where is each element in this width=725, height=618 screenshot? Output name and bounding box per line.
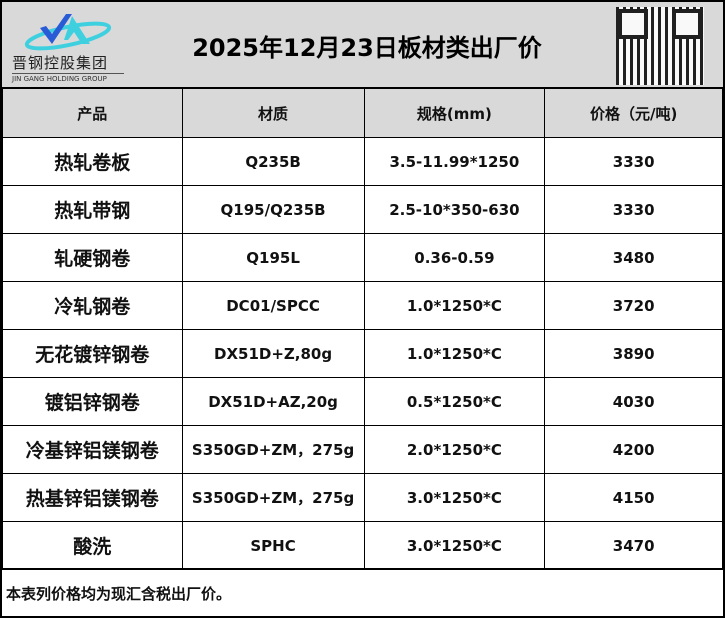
column-header-product: 产品 <box>2 88 183 138</box>
cell-spec: 2.0*1250*C <box>363 425 546 474</box>
cell-price: 4200 <box>544 425 723 474</box>
cell-spec: 1.0*1250*C <box>363 329 546 378</box>
cell-price: 3890 <box>544 329 723 378</box>
cell-product: 轧硬钢卷 <box>2 233 183 282</box>
logo-english-name: JIN GANG HOLDING GROUP <box>12 73 124 83</box>
cell-spec: 0.5*1250*C <box>363 377 546 426</box>
logo-mark-icon <box>24 14 112 51</box>
cell-material: DX51D+Z,80g <box>181 329 365 378</box>
cell-spec: 3.5-11.99*1250 <box>363 137 546 186</box>
cell-material: DX51D+AZ,20g <box>181 377 365 426</box>
cell-product: 冷轧钢卷 <box>2 281 183 330</box>
cell-product: 无花镀锌钢卷 <box>2 329 183 378</box>
cell-price: 3470 <box>544 521 723 570</box>
header: 晋钢控股集团 JIN GANG HOLDING GROUP 2025年12月23… <box>2 2 723 88</box>
table-row: 轧硬钢卷 Q195L 0.36-0.59 3480 <box>2 233 723 282</box>
table-row: 热轧卷板 Q235B 3.5-11.99*1250 3330 <box>2 137 723 186</box>
cell-spec: 2.5-10*350-630 <box>363 185 546 234</box>
cell-material: Q235B <box>181 137 365 186</box>
cell-price: 4030 <box>544 377 723 426</box>
cell-product: 热基锌铝镁钢卷 <box>2 473 183 522</box>
table-row: 无花镀锌钢卷 DX51D+Z,80g 1.0*1250*C 3890 <box>2 329 723 378</box>
table-header-row: 产品 材质 规格(mm) 价格（元/吨) <box>2 88 723 138</box>
cell-product: 热轧带钢 <box>2 185 183 234</box>
cell-material: S350GD+ZM，275g <box>181 473 365 522</box>
cell-price: 3480 <box>544 233 723 282</box>
cell-product: 酸洗 <box>2 521 183 570</box>
logo-chinese-name: 晋钢控股集团 <box>12 54 109 72</box>
table-row: 热轧带钢 Q195/Q235B 2.5-10*350-630 3330 <box>2 185 723 234</box>
cell-spec: 1.0*1250*C <box>363 281 546 330</box>
cell-spec: 0.36-0.59 <box>363 233 546 282</box>
cell-material: DC01/SPCC <box>181 281 365 330</box>
column-header-price: 价格（元/吨) <box>544 88 723 138</box>
cell-product: 镀铝锌钢卷 <box>2 377 183 426</box>
cell-product: 热轧卷板 <box>2 137 183 186</box>
table-row: 酸洗 SPHC 3.0*1250*C 3470 <box>2 521 723 570</box>
cell-product: 冷基锌铝镁钢卷 <box>2 425 183 474</box>
qr-code-icon <box>616 7 704 85</box>
column-header-spec: 规格(mm) <box>363 88 546 138</box>
table-row: 冷基锌铝镁钢卷 S350GD+ZM，275g 2.0*1250*C 4200 <box>2 425 723 474</box>
company-logo: 晋钢控股集团 JIN GANG HOLDING GROUP <box>10 10 125 83</box>
cell-material: S350GD+ZM，275g <box>181 425 365 474</box>
cell-material: Q195/Q235B <box>181 185 365 234</box>
cell-spec: 3.0*1250*C <box>363 473 546 522</box>
cell-price: 3330 <box>544 137 723 186</box>
page-title: 2025年12月23日板材类出厂价 <box>192 34 542 62</box>
cell-material: Q195L <box>181 233 365 282</box>
table-row: 热基锌铝镁钢卷 S350GD+ZM，275g 3.0*1250*C 4150 <box>2 473 723 522</box>
price-table: 产品 材质 规格(mm) 价格（元/吨) 热轧卷板 Q235B 3.5-11.99*… <box>2 88 723 570</box>
cell-spec: 3.0*1250*C <box>363 521 546 570</box>
table-row: 冷轧钢卷 DC01/SPCC 1.0*1250*C 3720 <box>2 281 723 330</box>
cell-price: 3330 <box>544 185 723 234</box>
table-row: 镀铝锌钢卷 DX51D+AZ,20g 0.5*1250*C 4030 <box>2 377 723 426</box>
cell-material: SPHC <box>181 521 365 570</box>
cell-price: 3720 <box>544 281 723 330</box>
footer-note: 本表列价格均为现汇含税出厂价。 <box>2 568 723 616</box>
cell-price: 4150 <box>544 473 723 522</box>
column-header-material: 材质 <box>181 88 365 138</box>
